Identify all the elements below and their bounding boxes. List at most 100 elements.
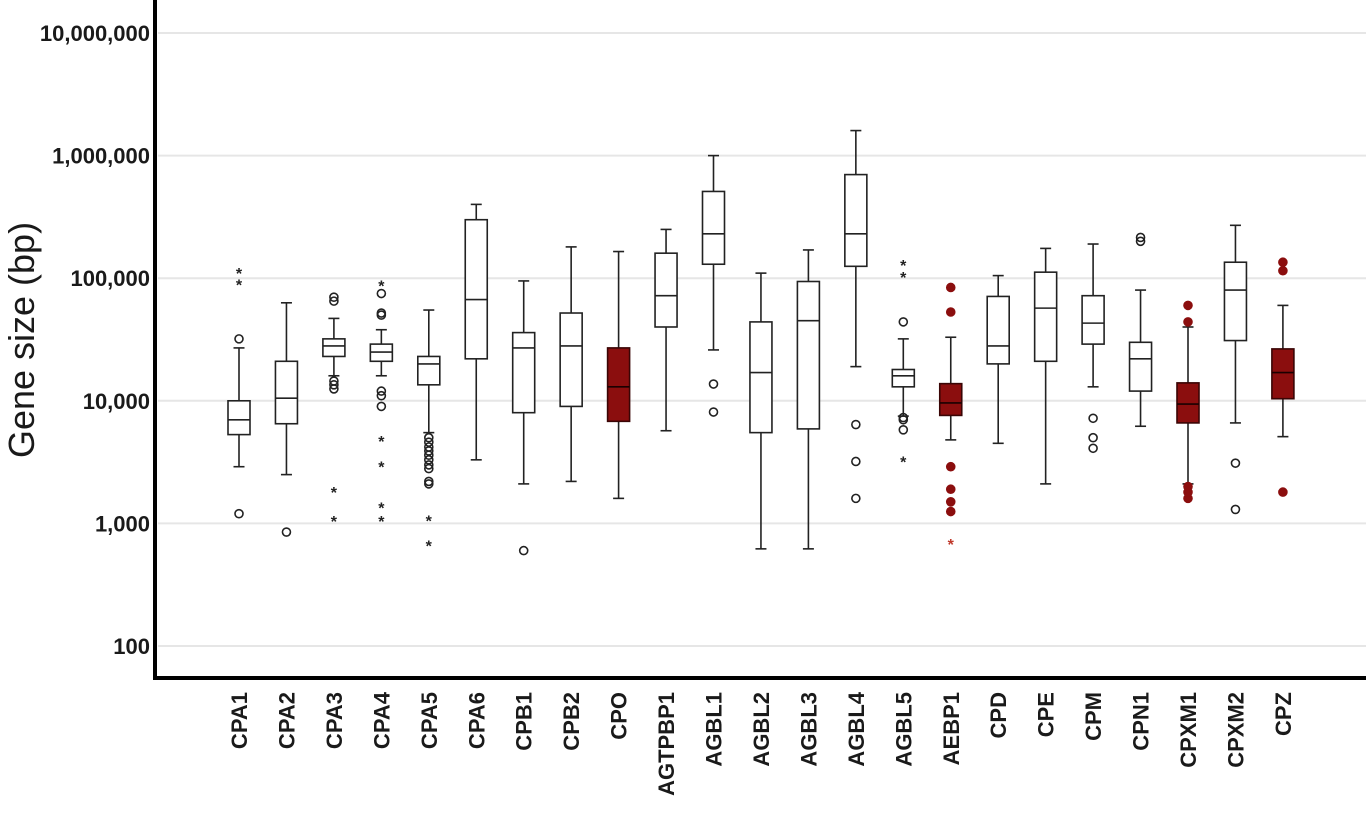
x-tick-labels: CPA1 CPA2 CPA3 CPA4 CPA5 CPA6 CPB1 CPB2 CPO AGTPB… — [227, 691, 1296, 796]
outlier-circle — [898, 317, 909, 327]
iqr-box — [274, 360, 299, 425]
iqr-box — [1223, 261, 1248, 342]
outlier-circle — [708, 407, 719, 417]
iqr-box — [1176, 382, 1200, 424]
outlier-circle — [1278, 265, 1288, 276]
outlier-star: * — [378, 460, 385, 477]
box-cpa1: ** — [227, 266, 251, 519]
x-tick-label: AEBP1 — [939, 692, 964, 765]
box-cpa6 — [464, 203, 489, 461]
iqr-box — [511, 331, 536, 414]
x-tick-label: CPA1 — [227, 692, 252, 749]
outlier-circle — [1135, 232, 1146, 243]
iqr-box — [464, 218, 489, 360]
box-cpb2 — [559, 246, 583, 483]
outlier-star: * — [236, 266, 243, 283]
box-cpxm2 — [1223, 224, 1248, 515]
outlier-circle — [281, 527, 292, 537]
box-agbl4 — [844, 129, 868, 504]
y-tick-label: 1,000,000 — [52, 144, 150, 169]
outlier-star: * — [236, 277, 243, 294]
outlier-circle — [1183, 300, 1193, 311]
y-tick-label: 100 — [113, 634, 150, 659]
outlier-circle — [1135, 236, 1146, 247]
outlier-circle — [234, 334, 244, 344]
iqr-box — [654, 252, 678, 328]
box-cpd — [986, 274, 1011, 445]
box-cpa2 — [274, 302, 299, 537]
y-axis-label: Gene size (bp) — [1, 222, 42, 458]
outlier-star: * — [900, 258, 907, 275]
x-tick-label: CPA3 — [322, 692, 347, 749]
outlier-star: * — [900, 454, 907, 471]
iqr-box — [227, 399, 251, 436]
outlier-star: * — [426, 539, 433, 556]
iqr-box — [749, 321, 773, 434]
x-tick-label: CPA5 — [417, 692, 442, 749]
x-tick-label: AGBL4 — [844, 691, 869, 766]
outlier-circle — [1230, 458, 1241, 468]
iqr-box — [1128, 341, 1153, 392]
x-tick-label: AGTPBP1 — [654, 692, 679, 796]
outlier-circle — [376, 390, 387, 401]
x-tick-label: CPB2 — [559, 692, 584, 751]
outlier-circle — [423, 437, 434, 447]
y-tick-labels: 100 1,000 10,000 100,000 1,000,000 10,000,000 — [40, 21, 150, 659]
y-tick-label: 10,000,000 — [40, 21, 150, 46]
iqr-box — [844, 173, 868, 268]
outlier-circle — [423, 455, 434, 465]
iqr-box — [1271, 348, 1295, 400]
outlier-star: * — [331, 485, 338, 502]
box-cpa3: ** — [322, 292, 346, 531]
box-cpb1 — [511, 280, 536, 556]
outlier-circle — [518, 545, 529, 556]
outlier-circle — [1088, 443, 1098, 454]
outlier-circle — [1183, 317, 1193, 327]
box-cpa5: ** — [416, 309, 441, 556]
iqr-box — [796, 280, 821, 430]
box-agtpbp1 — [654, 228, 678, 432]
x-tick-label: AGBL2 — [749, 692, 774, 767]
outlier-star: * — [378, 434, 385, 451]
outlier-circle — [329, 380, 339, 390]
outlier-circle — [898, 425, 909, 435]
outlier-circle — [1088, 432, 1098, 443]
box-cpe — [1033, 247, 1058, 485]
outlier-circle — [234, 508, 244, 519]
outlier-circle — [329, 376, 339, 386]
outlier-star: * — [378, 279, 385, 296]
iqr-box — [891, 368, 916, 388]
iqr-box — [1081, 294, 1105, 345]
box-cpn1 — [1128, 232, 1153, 428]
x-tick-label: CPB1 — [512, 692, 537, 751]
outlier-circle — [1183, 481, 1193, 492]
x-tick-label: CPE — [1034, 692, 1059, 737]
outlier-circle — [945, 307, 956, 317]
iqr-box — [322, 338, 346, 358]
x-tick-label: CPN1 — [1129, 692, 1154, 751]
box-agbl3 — [796, 249, 821, 550]
outlier-star: * — [900, 270, 907, 287]
x-tick-label: CPO — [607, 692, 632, 740]
outlier-circle — [376, 288, 387, 299]
outlier-circle — [376, 386, 387, 396]
box-cpa4: ***** — [369, 279, 394, 531]
iqr-box — [416, 355, 441, 386]
outlier-circle — [423, 432, 434, 443]
iqr-box — [606, 347, 631, 423]
axes — [153, 0, 1366, 680]
iqr-box — [938, 382, 963, 417]
outlier-circle — [1278, 257, 1288, 268]
box-agbl2 — [749, 272, 773, 550]
box-aebp1: * — [938, 282, 963, 554]
outlier-circle — [376, 401, 387, 412]
outlier-circle — [898, 412, 909, 423]
box-agbl1 — [701, 154, 726, 417]
x-tick-label: CPA6 — [464, 692, 489, 749]
outlier-circle — [423, 476, 434, 487]
iqr-box — [701, 190, 726, 266]
outlier-circle — [1278, 487, 1288, 497]
outlier-circle — [945, 497, 956, 507]
outlier-circle — [329, 292, 339, 302]
